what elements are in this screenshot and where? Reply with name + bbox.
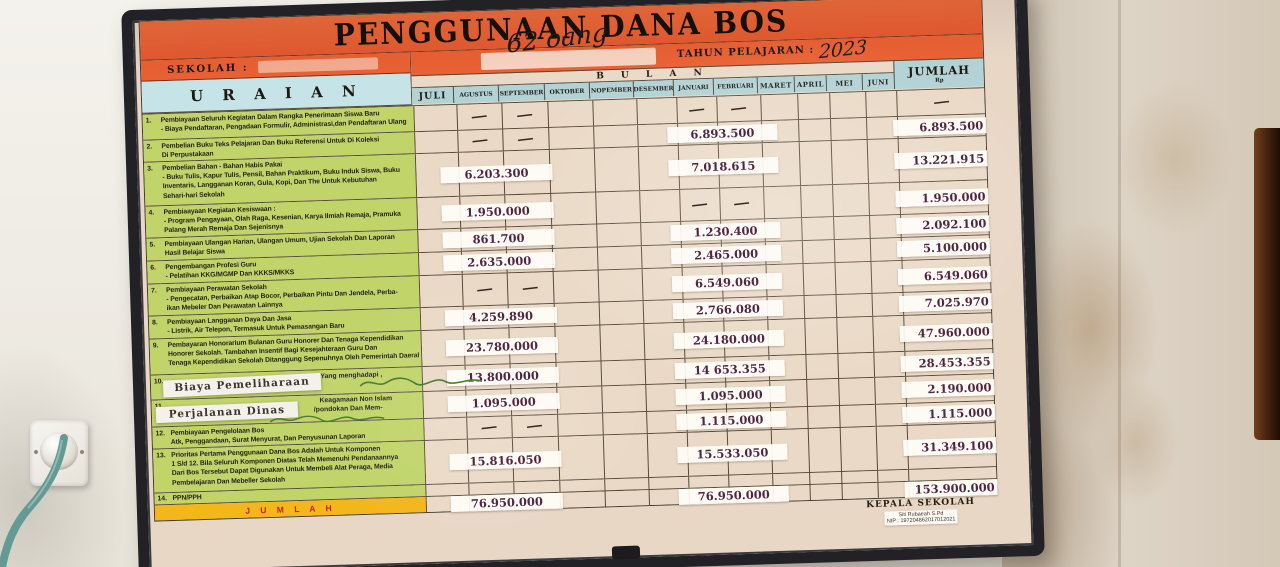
row-number: 9.: [152, 342, 159, 350]
value-label: 2.190.000: [901, 379, 995, 399]
month-header: SEPTEMBER: [498, 84, 546, 102]
month-header: MARET: [757, 76, 796, 94]
month-header: JANUARI: [673, 78, 715, 97]
jumlah-header: JUMLAH Rp: [893, 58, 985, 90]
value-label: 13.221.915: [894, 149, 988, 169]
total-value-label: 153.900.000: [904, 478, 998, 498]
outlet-screw: [80, 450, 84, 454]
signature-block: KEPALA SEKOLAH Siti Rubaeah S.Pd NIP : 1…: [838, 496, 1004, 529]
value-label: 5.100.000: [896, 238, 991, 258]
jumlah-unit: Rp: [935, 77, 944, 84]
row-number: 8.: [151, 319, 158, 327]
row-number: 3.: [147, 165, 153, 173]
row-number: 14.: [157, 495, 168, 503]
frame-clip: [611, 545, 641, 560]
value-label: 6.893.500: [893, 116, 987, 136]
outlet-screw: [34, 450, 38, 454]
value-label: 7.025.970: [898, 293, 993, 313]
total-label: J U M L A H: [245, 502, 336, 516]
month-header: NOPEMBER: [589, 81, 635, 99]
month-header: OKTOBER: [544, 82, 591, 101]
table-row: 11 Keagamaan Non Islam /pondokan Dan Mem…: [151, 373, 995, 427]
month-header: APRIL: [794, 75, 828, 93]
month-header: JULI: [411, 86, 455, 105]
signature-chip: Siti Rubaeah S.Pd NIP : 1972048620170120…: [884, 509, 958, 526]
wood-door-frame: [1254, 128, 1280, 440]
month-header: JUNI: [867, 76, 890, 87]
value-label: 1.950.000: [895, 187, 989, 207]
header-left: SEKOLAH : U R A I A N: [140, 52, 413, 114]
wall-right: [1002, 0, 1280, 567]
row-number: 4.: [148, 209, 155, 217]
signature-nip: NIP : 197204862017012021: [886, 516, 956, 525]
month-header: MEI: [826, 74, 864, 92]
value-label: 6.549.060: [897, 265, 992, 285]
month-header: FEBRUARI: [713, 77, 759, 95]
row-number: 5.: [149, 241, 156, 249]
uraian-label: U R A I A N: [189, 81, 363, 105]
erased-patch: [258, 57, 379, 74]
board-inner: PENGGUNAAN DANA BOS SEKOLAH : U R A I A …: [133, 0, 1011, 547]
cable: [0, 434, 68, 567]
jumlah-label: JUMLAH: [907, 62, 971, 79]
pasted-label: Biaya Pemeliharaan: [162, 372, 322, 398]
handwritten-scribble: [359, 377, 483, 387]
bulletin-board: PENGGUNAAN DANA BOS SEKOLAH : U R A I A …: [121, 0, 1045, 567]
value-label: 2.092.100: [896, 215, 990, 235]
year-label: TAHUN PELAJARAN :: [676, 44, 815, 60]
handwritten-year-value: 2023: [818, 36, 868, 64]
month-header: DESEMBER: [633, 80, 675, 98]
month-header: AGUSTUS: [453, 85, 500, 103]
row-number: 6.: [150, 264, 157, 272]
wall-seam: [1118, 0, 1121, 567]
row-number: 2.: [146, 143, 153, 151]
row-number: 1.: [145, 117, 152, 125]
table-row: 10. kin Yang menghadapi , Biaya Pemeliha…: [150, 348, 994, 400]
school-label: SEKOLAH :: [166, 61, 249, 76]
row-number: 13.: [156, 452, 166, 460]
budget-table: PENGGUNAAN DANA BOS SEKOLAH : U R A I A …: [138, 0, 998, 522]
value-label: 28.453.355: [900, 353, 994, 373]
row-number: 7.: [150, 287, 157, 295]
row-number: 12.: [155, 430, 166, 438]
value-label: 1.115.000: [902, 403, 996, 423]
handwritten-scribble: [269, 415, 385, 423]
value-label: 31.349.100: [903, 436, 997, 456]
covered-text-fragment: Keagamaan Non Islam: [319, 395, 393, 405]
value-label: 47.960.000: [899, 322, 993, 342]
